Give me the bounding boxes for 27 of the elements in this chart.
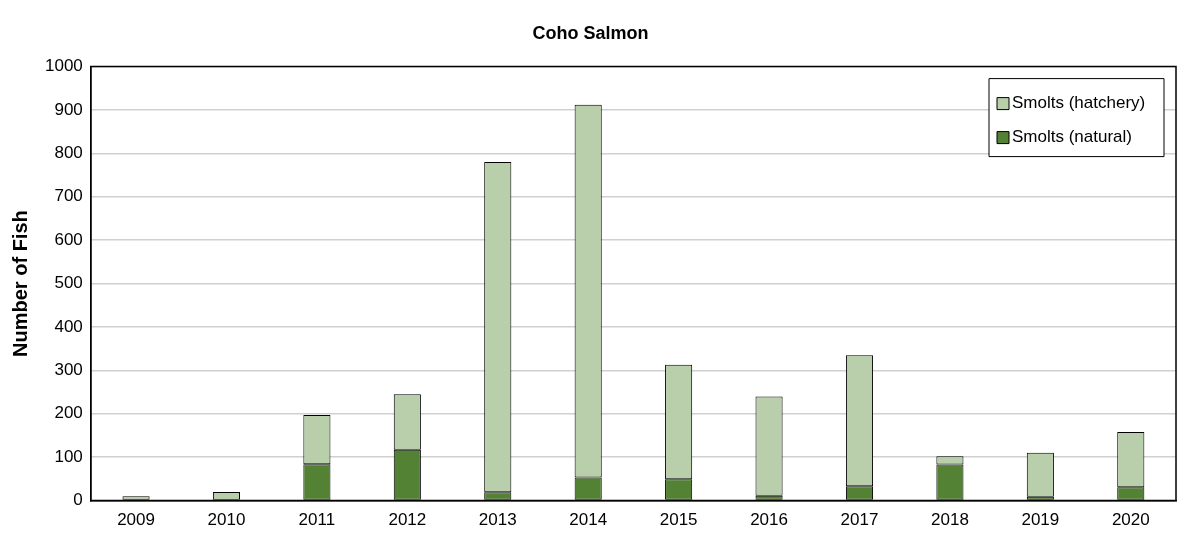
x-tick-label: 2012 <box>388 510 427 530</box>
x-tick-label: 2010 <box>207 510 246 530</box>
chart-title: Coho Salmon <box>532 22 649 43</box>
y-tick-label: 0 <box>73 490 83 510</box>
x-tick-label: 2015 <box>659 510 698 530</box>
y-tick-label: 900 <box>54 99 83 119</box>
y-tick-label: 1000 <box>44 56 83 76</box>
y-tick-label: 200 <box>54 403 83 423</box>
y-tick-label: 100 <box>54 446 83 466</box>
x-tick-label: 2014 <box>569 510 608 530</box>
y-tick-label: 800 <box>54 143 83 163</box>
x-tick-label: 2019 <box>1021 510 1060 530</box>
x-tick-label: 2011 <box>298 510 336 530</box>
x-tick-label: 2009 <box>117 510 155 530</box>
x-tick-label: 2020 <box>1111 510 1150 530</box>
y-tick-label: 500 <box>54 273 83 293</box>
y-tick-label: 600 <box>54 229 83 249</box>
x-tick-label: 2016 <box>750 510 788 530</box>
legend-label: Smolts (hatchery) <box>1012 93 1146 113</box>
x-tick-label: 2013 <box>478 510 517 530</box>
x-tick-label: 2018 <box>931 510 969 530</box>
legend-label: Smolts (natural) <box>1012 127 1132 147</box>
y-tick-label: 700 <box>54 186 83 206</box>
y-tick-label: 400 <box>54 316 83 336</box>
y-axis-title: Number of Fish <box>8 210 31 357</box>
y-tick-label: 300 <box>54 360 83 380</box>
x-tick-label: 2017 <box>840 510 879 530</box>
